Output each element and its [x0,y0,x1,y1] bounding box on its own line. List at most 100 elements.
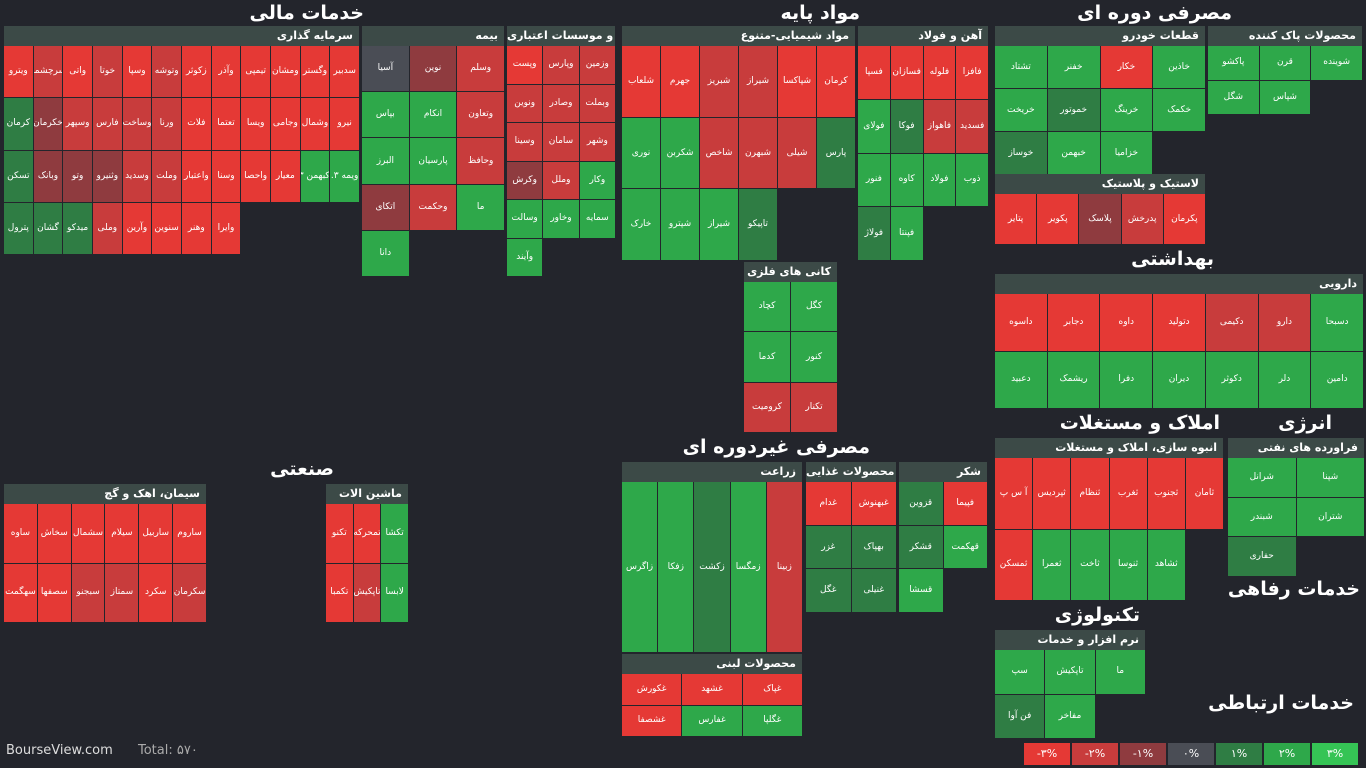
stock-tile[interactable]: ما [457,184,504,230]
stock-tile[interactable]: میدکو [63,202,92,254]
stock-tile[interactable]: پارسیان [409,138,457,184]
stock-tile[interactable]: معیار [270,150,300,202]
stock-tile[interactable]: ثمسکن [995,529,1033,600]
stock-tile[interactable]: تاپیکو [739,189,777,260]
stock-tile[interactable]: ویترو [4,46,33,98]
stock-tile[interactable]: غدام [806,482,851,525]
industry-group-title[interactable]: سیمان، اهک و گچ [4,484,206,504]
stock-tile[interactable]: سشمال [71,504,105,563]
stock-tile[interactable]: غگل [806,569,851,612]
stock-tile[interactable]: ساربیل [139,504,173,563]
stock-tile[interactable]: پدرخش [1121,194,1163,244]
industry-group-title[interactable]: مواد شیمیایی-متنوع [622,26,855,46]
stock-tile[interactable]: وپست [507,46,543,84]
stock-tile[interactable]: تمحرکه [353,504,381,563]
stock-tile[interactable]: وتو [63,150,92,202]
industry-group-title[interactable]: بیمه [362,26,504,46]
stock-tile[interactable]: پلاسک [1079,194,1121,244]
stock-tile[interactable]: کنور [791,332,837,382]
stock-tile[interactable]: دفرا [1100,351,1153,408]
stock-tile[interactable]: وآرین [122,202,152,254]
stock-tile[interactable]: فسدید [956,99,988,153]
industry-group-title[interactable]: محصولات پاک کننده [1208,26,1362,46]
industry-group[interactable]: سرمایه گذاریویتروسرچشمهواتیخوتاوسپاوتوشه… [4,26,359,254]
industry-group-title[interactable]: محصولات غذایی [806,462,896,482]
stock-tile[interactable]: خوتا [92,46,122,98]
stock-tile[interactable]: تاپکیش [1045,650,1095,694]
industry-group[interactable]: قطعات خودرو تشتاد خفنر خکار خاذین خریخت خموتور… [995,26,1205,174]
stock-tile[interactable]: ساوه [4,504,37,563]
stock-tile[interactable]: وآذر [211,46,241,98]
stock-tile[interactable]: قسشا [899,569,943,612]
stock-tile[interactable]: خرینگ [1100,89,1153,131]
stock-tile[interactable]: سصفها [37,563,71,622]
stock-tile[interactable]: کاوه [890,153,923,207]
stock-tile[interactable]: وزمین [579,46,615,84]
stock-tile[interactable]: خکمک [1153,89,1205,131]
stock-tile[interactable]: فلوله [923,46,956,99]
industry-group[interactable]: فراورده های نفتی شرانل شپنا شبندر شتران حفاری [1228,438,1364,576]
stock-tile[interactable]: شیراز [700,189,738,260]
stock-tile[interactable]: ویمه ۱.۳٪ [330,150,359,202]
stock-tile[interactable]: خکرمان [33,98,63,150]
stock-tile[interactable]: خبهمن [1047,132,1100,174]
industry-group[interactable]: محصولات غذایی غدام غبهنوش غزر بهپاک غگل غنیلی [806,462,896,612]
stock-tile[interactable]: شگل [1208,80,1259,114]
stock-tile[interactable]: وکبهمن ۱.۳٪ [300,150,330,202]
stock-tile[interactable]: وجامی [270,98,300,150]
industry-group[interactable]: زراعت زاگرس زفکا زکشت زمگسا زبینا [622,462,802,652]
stock-tile[interactable]: دتولید [1153,294,1205,351]
stock-tile[interactable]: سکرد [139,563,173,622]
stock-tile[interactable]: غکورش [622,674,682,705]
stock-tile[interactable]: وکار [579,161,615,199]
stock-tile[interactable]: داوه [1100,294,1153,351]
industry-group[interactable]: ماشین الات تکنو تمحرکه تکشا تکمبا تاپکیش لابسا [326,484,408,622]
stock-tile[interactable]: وکرش [507,161,543,199]
stock-tile[interactable]: فسپا [858,46,890,99]
stock-tile[interactable]: فن آوا [995,694,1045,738]
stock-tile[interactable]: وشهر [579,123,615,161]
stock-tile[interactable]: شپاکسا [778,46,816,117]
stock-tile[interactable]: ورنا [152,98,181,150]
stock-tile[interactable]: داسوه [995,294,1047,351]
stock-tile[interactable]: کگل [791,282,837,332]
stock-tile[interactable]: نوری [622,117,660,189]
stock-tile[interactable]: غنیلی [851,569,896,612]
stock-tile[interactable]: وآیند [507,238,543,276]
stock-tile[interactable]: فافزا [956,46,988,99]
stock-tile[interactable]: واعتبار [181,150,211,202]
stock-tile[interactable]: حفاری [1228,537,1296,576]
stock-tile[interactable]: شکربن [661,117,699,189]
stock-tile[interactable]: پترول [4,202,33,254]
stock-tile[interactable]: فاهواز [923,99,956,153]
stock-tile[interactable]: تکنو [326,504,353,563]
stock-tile[interactable]: فسازان [890,46,923,99]
stock-tile[interactable]: تعتما [211,98,241,150]
stock-tile[interactable]: غبهنوش [851,482,896,525]
stock-tile[interactable]: فولاد [923,153,956,207]
stock-tile[interactable]: فارس [92,98,122,150]
stock-tile[interactable]: خوساز [995,132,1047,174]
stock-tile[interactable]: خکار [1100,46,1153,88]
stock-tile[interactable]: دکوثر [1205,351,1258,408]
stock-tile[interactable]: وحافظ [457,138,504,184]
stock-tile[interactable]: شرانل [1228,458,1296,497]
stock-tile[interactable]: دانا [362,230,409,276]
stock-tile[interactable]: سیلام [105,504,139,563]
stock-tile[interactable]: خفنر [1047,46,1100,88]
stock-tile[interactable]: شیراز [739,46,777,117]
industry-group-title[interactable]: ماشین الات [326,484,408,504]
stock-tile[interactable]: وساخت [122,98,152,150]
stock-tile[interactable]: وملل [543,161,579,199]
stock-tile[interactable]: دامین [1311,351,1363,408]
stock-tile[interactable]: شبریز [700,46,738,117]
industry-group[interactable]: انبوه سازی، املاک و مستغلات آ س پ ثپردیس ثن… [995,438,1223,600]
stock-tile[interactable]: وسنا [211,150,241,202]
industry-group-title[interactable]: شکر [899,462,987,482]
stock-tile[interactable]: غزر [806,525,851,569]
stock-tile[interactable]: تشتاد [995,46,1047,88]
stock-tile[interactable]: نیرو [330,98,359,150]
stock-tile[interactable]: فپیما [943,482,987,525]
stock-tile[interactable]: شلعاب [622,46,660,117]
stock-tile[interactable]: شیلی [778,117,816,189]
